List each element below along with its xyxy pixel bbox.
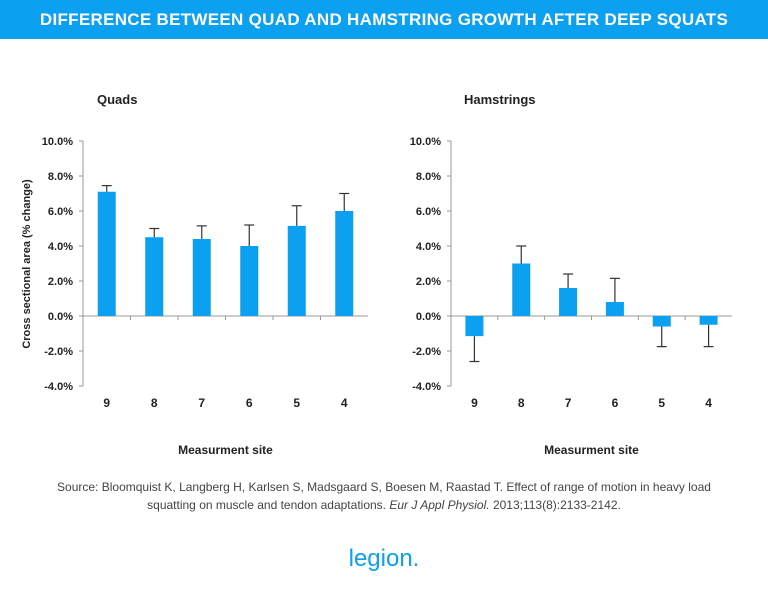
source-text: Source: Bloomquist K, Langberg H, Karlse… bbox=[57, 480, 711, 512]
bar bbox=[145, 237, 164, 316]
y-tick-label: 10.0% bbox=[42, 136, 73, 148]
x-tick-label: 5 bbox=[293, 396, 300, 410]
bar bbox=[335, 211, 354, 316]
x-tick-label: 7 bbox=[565, 396, 572, 410]
source-journal: Eur J Appl Physiol. bbox=[389, 498, 490, 512]
x-axis-label: Measurment site bbox=[544, 443, 639, 457]
y-tick-label: -4.0% bbox=[412, 381, 441, 393]
x-axis-label: Measurment site bbox=[178, 443, 273, 457]
y-tick-label: 4.0% bbox=[416, 241, 441, 253]
y-axis-label: Cross sectional area (% change) bbox=[21, 179, 33, 349]
header-title: DIFFERENCE BETWEEN QUAD AND HAMSTRING GR… bbox=[0, 0, 768, 39]
y-tick-label: 8.0% bbox=[416, 171, 441, 183]
y-tick-label: 4.0% bbox=[48, 241, 73, 253]
x-tick-label: 6 bbox=[612, 396, 619, 410]
y-tick-label: 0.0% bbox=[48, 311, 73, 323]
bar bbox=[699, 316, 718, 325]
x-tick-label: 9 bbox=[103, 396, 110, 410]
y-tick-label: 2.0% bbox=[48, 276, 73, 288]
panel-title: Quads bbox=[97, 92, 137, 107]
y-tick-label: 2.0% bbox=[416, 276, 441, 288]
bar bbox=[512, 263, 531, 316]
bar bbox=[652, 316, 671, 327]
x-tick-label: 8 bbox=[151, 396, 158, 410]
x-tick-label: 8 bbox=[518, 396, 525, 410]
x-tick-label: 4 bbox=[341, 396, 348, 410]
legion-logo: legion. bbox=[348, 545, 420, 572]
bar bbox=[559, 288, 578, 316]
y-tick-label: -2.0% bbox=[44, 346, 73, 358]
y-tick-label: 10.0% bbox=[410, 136, 441, 148]
y-tick-label: 0.0% bbox=[416, 311, 441, 323]
source-rest: 2013;113(8):2133-2142. bbox=[489, 498, 621, 512]
y-tick-label: 6.0% bbox=[48, 206, 73, 218]
x-tick-label: 4 bbox=[705, 396, 712, 410]
x-tick-label: 7 bbox=[198, 396, 205, 410]
y-tick-label: 8.0% bbox=[48, 171, 73, 183]
x-tick-label: 5 bbox=[658, 396, 665, 410]
x-tick-label: 6 bbox=[246, 396, 253, 410]
bar bbox=[465, 316, 484, 337]
panel-title: Hamstrings bbox=[464, 92, 536, 107]
x-tick-label: 9 bbox=[471, 396, 478, 410]
bar bbox=[192, 239, 211, 316]
bar bbox=[605, 302, 624, 316]
y-tick-label: -4.0% bbox=[44, 381, 73, 393]
bar bbox=[97, 191, 116, 316]
source-citation: Source: Bloomquist K, Langberg H, Karlse… bbox=[40, 478, 728, 514]
y-tick-label: 6.0% bbox=[416, 206, 441, 218]
bar bbox=[287, 225, 306, 316]
bar bbox=[240, 246, 259, 316]
y-tick-label: -2.0% bbox=[412, 346, 441, 358]
